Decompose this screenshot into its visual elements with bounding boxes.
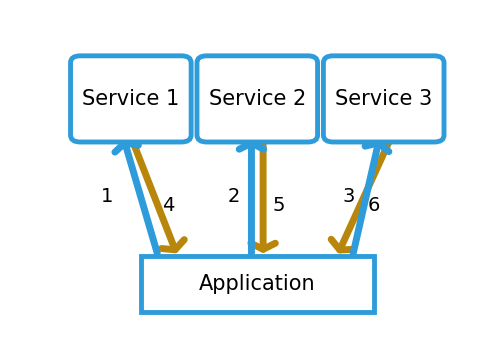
FancyBboxPatch shape [70, 56, 191, 142]
FancyBboxPatch shape [140, 256, 373, 312]
Text: 2: 2 [227, 187, 239, 206]
Text: Service 3: Service 3 [335, 89, 431, 109]
Text: 1: 1 [101, 187, 113, 206]
Text: Service 1: Service 1 [82, 89, 179, 109]
Text: 3: 3 [342, 187, 354, 206]
Text: 4: 4 [161, 196, 174, 216]
FancyBboxPatch shape [196, 56, 317, 142]
FancyBboxPatch shape [323, 56, 443, 142]
Text: Service 2: Service 2 [208, 89, 305, 109]
Text: Application: Application [198, 274, 315, 294]
Text: 6: 6 [367, 196, 379, 216]
Text: 5: 5 [272, 196, 285, 216]
